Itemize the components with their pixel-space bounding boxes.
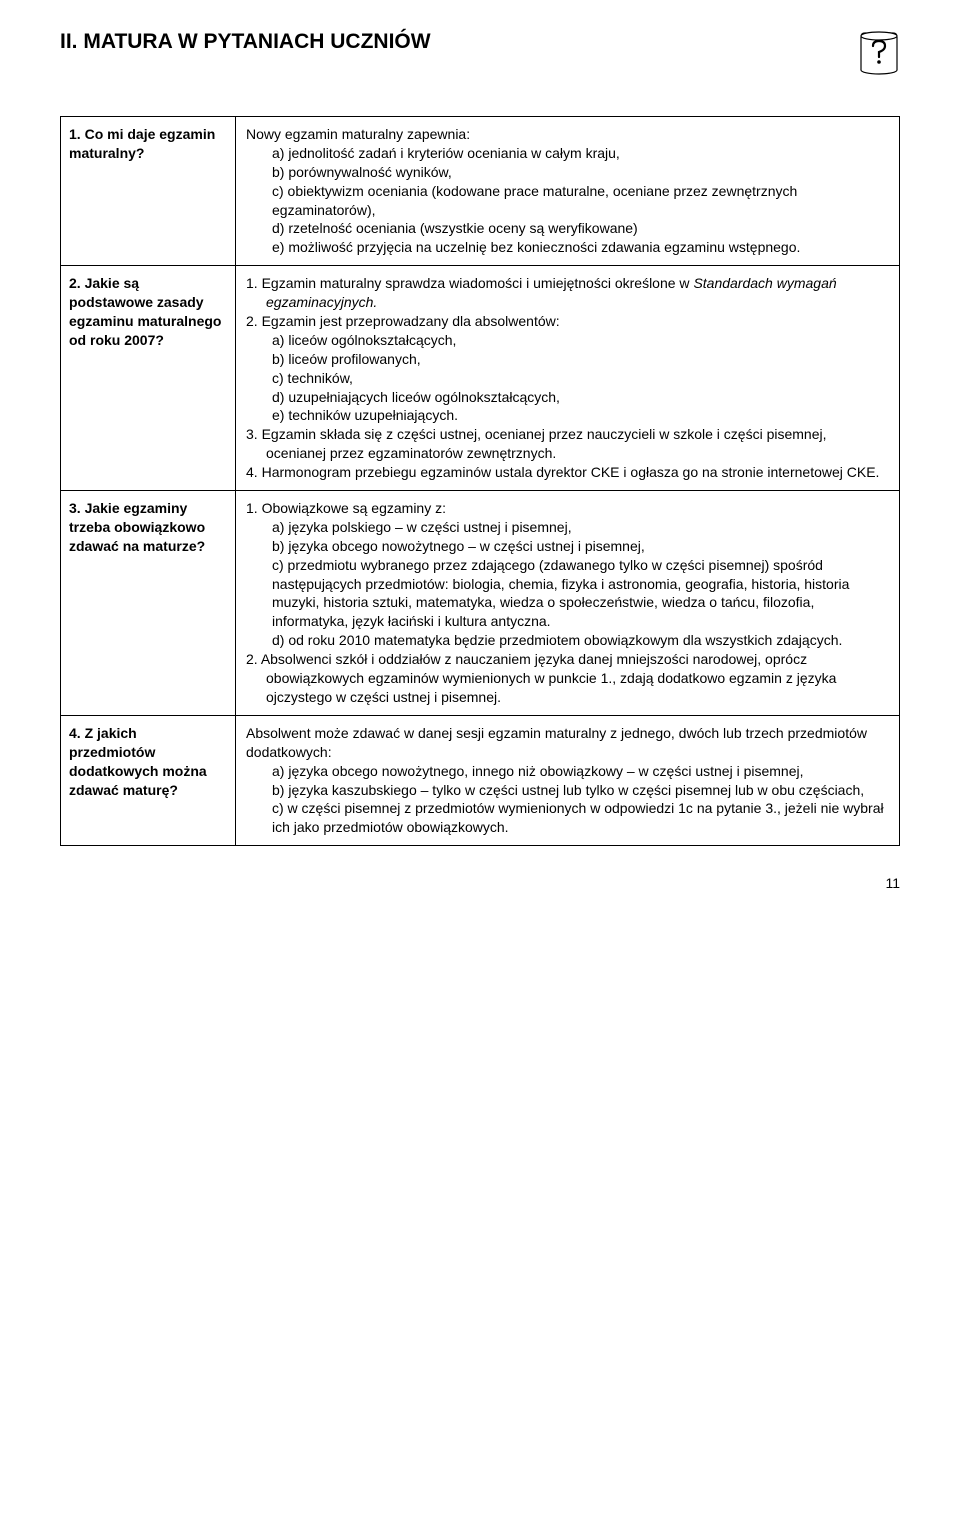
answer-sub-item: e) techników uzupełniających. — [246, 406, 889, 425]
answer-sub-item: c) przedmiotu wybranego przez zdającego … — [246, 556, 889, 632]
answer-num-item: 2. Absolwenci szkół i oddziałów z naucza… — [246, 650, 889, 707]
answer-sub-item: b) porównywalność wyników, — [246, 163, 889, 182]
question-number: 4. — [69, 725, 81, 741]
question-cell: 3. Jakie egzaminy trzeba obowiązkowo zda… — [61, 491, 236, 716]
answer-num-item: 2. Egzamin jest przeprowadzany dla absol… — [246, 312, 889, 331]
page-header: II. MATURA W PYTANIACH UCZNIÓW — [60, 28, 900, 76]
question-cell: 4. Z jakich przedmiotów dodatkowych możn… — [61, 715, 236, 845]
page-title: II. MATURA W PYTANIACH UCZNIÓW — [60, 28, 431, 56]
answer-sub-item: b) języka kaszubskiego – tylko w części … — [246, 781, 889, 800]
answer-num-item: 3. Egzamin składa się z części ustnej, o… — [246, 425, 889, 463]
answer-intro: Absolwent może zdawać w danej sesji egza… — [246, 724, 889, 762]
answer-sub-item: b) liceów profilowanych, — [246, 350, 889, 369]
question-mark-icon — [858, 28, 900, 76]
table-row: 4. Z jakich przedmiotów dodatkowych możn… — [61, 715, 900, 845]
answer-sub-item: a) języka polskiego – w części ustnej i … — [246, 518, 889, 537]
table-row: 3. Jakie egzaminy trzeba obowiązkowo zda… — [61, 491, 900, 716]
question-number: 2. — [69, 275, 81, 291]
answer-sub-item: d) rzetelność oceniania (wszystkie oceny… — [246, 219, 889, 238]
answer-sub-item: c) w części pisemnej z przedmiotów wymie… — [246, 799, 889, 837]
page-number: 11 — [60, 874, 900, 893]
answer-cell: Nowy egzamin maturalny zapewnia: a) jedn… — [236, 117, 900, 266]
question-text: Z jakich przedmiotów dodatkowych można z… — [69, 725, 207, 798]
question-text: Jakie są podstawowe zasady egzaminu matu… — [69, 275, 221, 348]
table-row: 1. Co mi daje egzamin maturalny? Nowy eg… — [61, 117, 900, 266]
answer-cell: 1. Egzamin maturalny sprawdza wiadomości… — [236, 266, 900, 491]
question-text: Co mi daje egzamin maturalny? — [69, 126, 215, 161]
answer-sub-item: b) języka obcego nowożytnego – w części … — [246, 537, 889, 556]
answer-num-item: 1. Obowiązkowe są egzaminy z: — [246, 499, 889, 518]
answer-sub-item: c) techników, — [246, 369, 889, 388]
question-cell: 1. Co mi daje egzamin maturalny? — [61, 117, 236, 266]
answer-cell: Absolwent może zdawać w danej sesji egza… — [236, 715, 900, 845]
answer-sub-item: e) możliwość przyjęcia na uczelnię bez k… — [246, 238, 889, 257]
answer-num-item: 1. Egzamin maturalny sprawdza wiadomości… — [246, 274, 889, 312]
answer-sub-item: a) liceów ogólnokształcących, — [246, 331, 889, 350]
answer-sub-item: d) uzupełniających liceów ogólnokształcą… — [246, 388, 889, 407]
answer-sub-item: d) od roku 2010 matematyka będzie przedm… — [246, 631, 889, 650]
answer-sub-item: c) obiektywizm oceniania (kodowane prace… — [246, 182, 889, 220]
question-number: 3. — [69, 500, 81, 516]
question-text: Jakie egzaminy trzeba obowiązkowo zdawać… — [69, 500, 205, 554]
questions-table: 1. Co mi daje egzamin maturalny? Nowy eg… — [60, 116, 900, 846]
question-cell: 2. Jakie są podstawowe zasady egzaminu m… — [61, 266, 236, 491]
answer-cell: 1. Obowiązkowe są egzaminy z: a) języka … — [236, 491, 900, 716]
answer-num-item: 4. Harmonogram przebiegu egzaminów ustal… — [246, 463, 889, 482]
answer-sub-item: a) jednolitość zadań i kryteriów ocenian… — [246, 144, 889, 163]
table-row: 2. Jakie są podstawowe zasady egzaminu m… — [61, 266, 900, 491]
answer-sub-item: a) języka obcego nowożytnego, innego niż… — [246, 762, 889, 781]
answer-intro: Nowy egzamin maturalny zapewnia: — [246, 125, 889, 144]
question-number: 1. — [69, 126, 81, 142]
